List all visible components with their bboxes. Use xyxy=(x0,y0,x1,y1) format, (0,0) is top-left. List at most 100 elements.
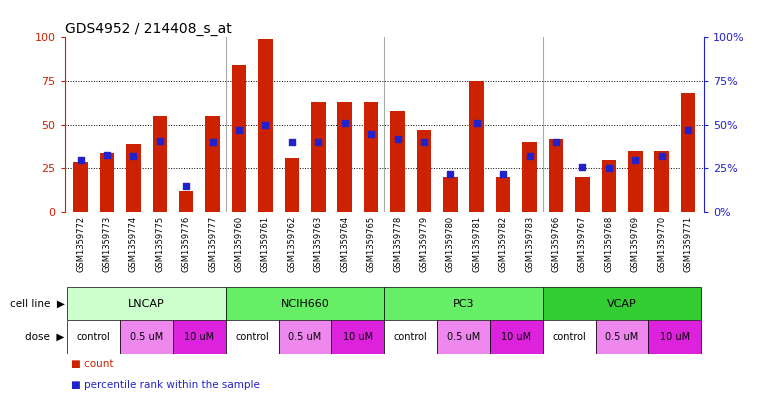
Text: GSM1359769: GSM1359769 xyxy=(631,216,640,272)
Bar xyxy=(258,39,272,212)
Point xyxy=(418,139,430,145)
Point xyxy=(339,120,351,126)
Bar xyxy=(681,93,696,212)
Text: ■ percentile rank within the sample: ■ percentile rank within the sample xyxy=(71,380,260,390)
Point xyxy=(365,130,377,137)
Point xyxy=(470,120,482,126)
Point xyxy=(391,136,403,142)
Point xyxy=(682,127,694,133)
Text: GSM1359760: GSM1359760 xyxy=(234,216,244,272)
Point xyxy=(497,171,509,177)
Text: GSM1359775: GSM1359775 xyxy=(155,216,164,272)
Text: 0.5 uM: 0.5 uM xyxy=(606,332,638,342)
Point xyxy=(101,151,113,158)
Text: GSM1359770: GSM1359770 xyxy=(658,216,666,272)
Text: 10 uM: 10 uM xyxy=(184,332,215,342)
Text: LNCAP: LNCAP xyxy=(128,299,165,309)
Point xyxy=(655,153,667,160)
Text: GSM1359774: GSM1359774 xyxy=(129,216,138,272)
Text: GSM1359777: GSM1359777 xyxy=(208,216,217,272)
Text: control: control xyxy=(235,332,269,342)
Text: GSM1359772: GSM1359772 xyxy=(76,216,85,272)
Point xyxy=(550,139,562,145)
Text: NCIH660: NCIH660 xyxy=(281,299,330,309)
Point xyxy=(286,139,298,145)
Text: ■ count: ■ count xyxy=(71,358,113,369)
Bar xyxy=(417,130,431,212)
Text: control: control xyxy=(394,332,428,342)
Text: VCAP: VCAP xyxy=(607,299,637,309)
Text: control: control xyxy=(77,332,110,342)
Bar xyxy=(522,142,537,212)
Bar xyxy=(470,81,484,212)
Bar xyxy=(648,320,702,354)
Bar xyxy=(232,65,247,212)
Bar xyxy=(543,287,702,320)
Bar xyxy=(179,191,193,212)
Bar xyxy=(364,102,378,212)
Bar xyxy=(601,160,616,212)
Bar xyxy=(100,153,114,212)
Point xyxy=(154,138,166,144)
Bar xyxy=(67,320,120,354)
Point xyxy=(233,127,245,133)
Text: GSM1359761: GSM1359761 xyxy=(261,216,270,272)
Text: GSM1359762: GSM1359762 xyxy=(288,216,296,272)
Text: GSM1359766: GSM1359766 xyxy=(552,216,561,272)
Text: GSM1359779: GSM1359779 xyxy=(419,216,428,272)
Bar xyxy=(437,320,490,354)
Bar xyxy=(654,151,669,212)
Bar xyxy=(73,162,88,212)
Bar xyxy=(152,116,167,212)
Point xyxy=(312,139,324,145)
Bar xyxy=(543,320,596,354)
Text: GSM1359764: GSM1359764 xyxy=(340,216,349,272)
Point xyxy=(75,156,87,163)
Bar xyxy=(67,287,226,320)
Point xyxy=(206,139,218,145)
Point xyxy=(127,153,139,160)
Bar xyxy=(120,320,173,354)
Text: 10 uM: 10 uM xyxy=(501,332,531,342)
Text: GSM1359783: GSM1359783 xyxy=(525,216,534,272)
Text: GSM1359773: GSM1359773 xyxy=(103,216,111,272)
Text: PC3: PC3 xyxy=(453,299,474,309)
Bar xyxy=(311,102,326,212)
Text: GDS4952 / 214408_s_at: GDS4952 / 214408_s_at xyxy=(65,22,231,36)
Bar xyxy=(443,177,457,212)
Text: GSM1359763: GSM1359763 xyxy=(314,216,323,272)
Bar xyxy=(226,320,279,354)
Bar xyxy=(628,151,642,212)
Text: GSM1359767: GSM1359767 xyxy=(578,216,587,272)
Text: GSM1359780: GSM1359780 xyxy=(446,216,455,272)
Bar xyxy=(596,320,648,354)
Bar xyxy=(575,177,590,212)
Text: GSM1359781: GSM1359781 xyxy=(473,216,481,272)
Text: 10 uM: 10 uM xyxy=(342,332,373,342)
Text: control: control xyxy=(552,332,586,342)
Text: dose  ▶: dose ▶ xyxy=(25,332,65,342)
Bar xyxy=(390,111,405,212)
Bar xyxy=(173,320,226,354)
Bar xyxy=(384,320,437,354)
Point xyxy=(603,165,615,172)
Text: GSM1359776: GSM1359776 xyxy=(182,216,191,272)
Bar xyxy=(490,320,543,354)
Text: 0.5 uM: 0.5 uM xyxy=(288,332,322,342)
Text: GSM1359768: GSM1359768 xyxy=(604,216,613,272)
Point xyxy=(260,121,272,128)
Text: 0.5 uM: 0.5 uM xyxy=(130,332,163,342)
Point xyxy=(576,163,588,170)
Point xyxy=(524,153,536,160)
Bar xyxy=(337,102,352,212)
Text: GSM1359782: GSM1359782 xyxy=(498,216,508,272)
Text: GSM1359771: GSM1359771 xyxy=(683,216,693,272)
Bar xyxy=(332,320,384,354)
Text: 0.5 uM: 0.5 uM xyxy=(447,332,480,342)
Point xyxy=(444,171,457,177)
Text: 10 uM: 10 uM xyxy=(660,332,690,342)
Point xyxy=(180,183,193,189)
Bar xyxy=(205,116,220,212)
Text: GSM1359778: GSM1359778 xyxy=(393,216,402,272)
Bar xyxy=(126,144,141,212)
